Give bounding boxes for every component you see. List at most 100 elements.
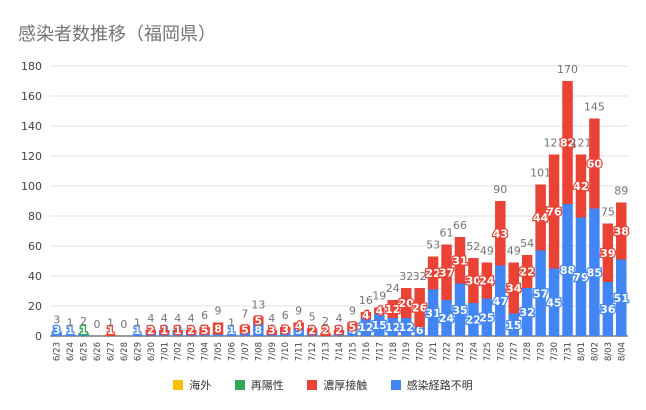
legend-label-close-contact: 濃厚接触 bbox=[323, 379, 368, 392]
segment-label: 12 bbox=[399, 321, 414, 334]
bar-unknown-route bbox=[293, 328, 304, 336]
segment-label: 37 bbox=[439, 266, 454, 279]
bar-close-contact bbox=[414, 288, 425, 327]
x-tick-label: 6/30 bbox=[147, 342, 157, 361]
total-label: 4 bbox=[174, 312, 181, 325]
x-tick-label: 7/24 bbox=[469, 342, 479, 361]
total-label: 9 bbox=[349, 305, 356, 318]
bar-repositive bbox=[78, 333, 89, 335]
bar-unknown-route bbox=[562, 204, 573, 336]
bar-close-contact bbox=[508, 262, 519, 314]
bar-unknown-route bbox=[145, 333, 157, 336]
x-tick-label: 7/13 bbox=[322, 342, 332, 361]
chart-title: 感染者数推移（福岡県） bbox=[18, 24, 216, 45]
legend-item-overseas[interactable]: 海外 bbox=[173, 377, 211, 393]
segment-label: 2 bbox=[308, 324, 316, 337]
bar-close-contact bbox=[212, 322, 224, 335]
bar-close-contact bbox=[239, 325, 251, 333]
bar-unknown-route bbox=[172, 331, 183, 336]
total-label: 145 bbox=[584, 101, 605, 114]
total-label: 24 bbox=[386, 282, 400, 295]
legend-swatch-unknown-route bbox=[390, 380, 401, 390]
legend-item-repositive[interactable]: 再陽性 bbox=[234, 377, 284, 393]
legend-item-unknown-route[interactable]: 感染経路不明 bbox=[390, 377, 473, 393]
bar-unknown-route bbox=[427, 289, 439, 336]
bar-close-contact bbox=[427, 256, 439, 290]
segment-label: 39 bbox=[600, 247, 615, 260]
bar-unknown-route bbox=[589, 208, 600, 336]
bar-unknown-route bbox=[266, 334, 278, 336]
segment-label: 30 bbox=[466, 275, 482, 288]
bar-unknown-route bbox=[333, 333, 345, 336]
x-tick-label: 7/01 bbox=[160, 342, 170, 361]
segment-label: 1 bbox=[107, 324, 115, 337]
segment-label: 82 bbox=[560, 137, 575, 150]
total-label: 19 bbox=[372, 290, 386, 303]
total-label: 6 bbox=[282, 309, 289, 322]
bar-unknown-route bbox=[226, 334, 237, 336]
x-tick-label: 7/08 bbox=[254, 342, 264, 361]
bar-close-contact bbox=[387, 300, 399, 318]
x-tick-label: 7/04 bbox=[201, 342, 211, 361]
y-tick-label: 100 bbox=[21, 180, 42, 193]
total-label: 61 bbox=[440, 227, 454, 240]
total-label: 4 bbox=[336, 312, 343, 325]
legend-item-close-contact[interactable]: 濃厚接触 bbox=[307, 377, 367, 393]
bar-close-contact bbox=[400, 288, 412, 318]
x-tick-label: 7/10 bbox=[281, 342, 291, 361]
total-label: 1 bbox=[67, 317, 74, 330]
total-label: 32 bbox=[399, 270, 413, 283]
segment-label: 4 bbox=[295, 320, 303, 333]
y-tick-label: 0 bbox=[35, 330, 42, 343]
total-label: 0 bbox=[94, 318, 101, 331]
bar-unknown-route bbox=[360, 318, 372, 336]
bar-close-contact bbox=[454, 237, 466, 284]
bar-unknown-route bbox=[535, 250, 546, 336]
total-label: 3 bbox=[53, 314, 60, 327]
bar-unknown-route bbox=[185, 333, 197, 336]
x-tick-label: 7/28 bbox=[523, 342, 533, 361]
bar-close-contact bbox=[468, 258, 479, 303]
bar-unknown-route bbox=[253, 324, 264, 336]
x-tick-label: 7/16 bbox=[362, 342, 372, 361]
x-tick-label: 7/05 bbox=[214, 342, 224, 361]
y-tick-label: 180 bbox=[21, 60, 42, 73]
bar-unknown-route bbox=[441, 300, 452, 336]
segment-label: 88 bbox=[560, 264, 575, 277]
y-tick-label: 60 bbox=[28, 240, 42, 253]
segment-label: 1 bbox=[174, 324, 182, 337]
total-label: 121 bbox=[544, 137, 565, 150]
bar-close-contact bbox=[105, 334, 116, 336]
segment-label: 1 bbox=[160, 324, 168, 337]
bar-close-contact bbox=[481, 262, 493, 299]
bar-close-contact bbox=[172, 330, 183, 332]
bar-close-contact bbox=[575, 154, 587, 218]
x-tick-label: 6/29 bbox=[133, 342, 143, 361]
segment-label: 1 bbox=[228, 324, 236, 337]
total-label: 1 bbox=[107, 317, 114, 330]
legend-label-overseas: 海外 bbox=[189, 379, 212, 392]
bar-close-contact bbox=[199, 327, 210, 335]
bar-unknown-route bbox=[495, 265, 506, 336]
x-tick-label: 7/22 bbox=[443, 342, 453, 361]
bar-close-contact bbox=[333, 330, 345, 333]
bar-unknown-route bbox=[548, 268, 560, 336]
segment-label: 24 bbox=[439, 312, 455, 325]
total-label: 13 bbox=[251, 299, 265, 312]
segment-label: 31 bbox=[452, 254, 467, 267]
segment-label: 36 bbox=[600, 303, 616, 316]
x-tick-label: 7/25 bbox=[483, 342, 493, 361]
total-label: 101 bbox=[530, 167, 551, 180]
segment-label: 8 bbox=[255, 324, 263, 337]
segment-label: 38 bbox=[614, 225, 629, 238]
x-tick-label: 7/19 bbox=[402, 342, 412, 361]
x-tick-label: 7/11 bbox=[295, 342, 305, 361]
segment-label: 12 bbox=[358, 321, 373, 334]
segment-label: 3 bbox=[268, 324, 276, 337]
segment-label: 2 bbox=[147, 324, 155, 337]
legend-label-repositive: 再陽性 bbox=[250, 379, 284, 392]
segment-label: 2 bbox=[335, 324, 343, 337]
total-label: 4 bbox=[161, 312, 168, 325]
bar-close-contact bbox=[535, 184, 546, 251]
total-label: 0 bbox=[120, 318, 127, 331]
